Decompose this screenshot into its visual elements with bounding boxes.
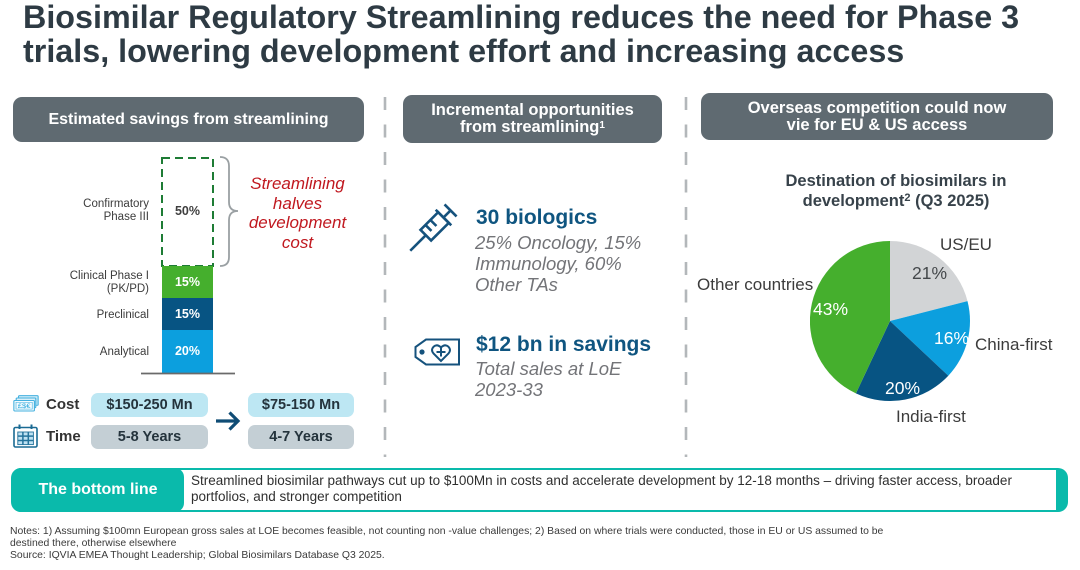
svg-text:£$€: £$€ <box>18 403 31 410</box>
